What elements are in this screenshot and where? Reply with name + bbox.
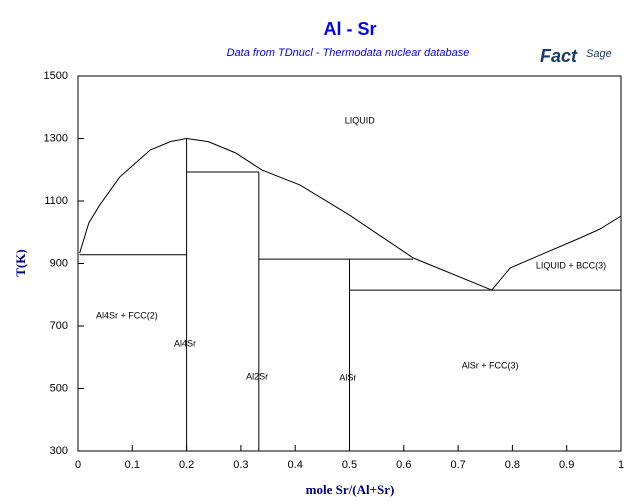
x-tick-label: 1 bbox=[618, 459, 624, 471]
phase-label: LIQUID + BCC(3) bbox=[536, 260, 606, 270]
chart-subtitle: Data from TDnucl - Thermodata nuclear da… bbox=[227, 47, 470, 59]
y-tick-label: 700 bbox=[50, 320, 68, 332]
y-axis-label: T(K) bbox=[13, 249, 28, 276]
x-tick-label: 0.3 bbox=[233, 459, 248, 471]
phase-boundary bbox=[186, 138, 492, 291]
y-tick-label: 900 bbox=[50, 257, 68, 269]
x-tick-label: 0.1 bbox=[125, 459, 140, 471]
x-tick-label: 0.2 bbox=[179, 459, 194, 471]
phase-label: Al4Sr + FCC(2) bbox=[96, 310, 158, 320]
logo-sage: Sage bbox=[586, 48, 612, 60]
y-tick-label: 1300 bbox=[44, 132, 68, 144]
phase-boundary bbox=[491, 215, 622, 291]
chart-title: Al - Sr bbox=[323, 19, 376, 39]
phase-label: Al2Sr bbox=[246, 371, 268, 381]
y-tick-label: 1500 bbox=[44, 70, 68, 82]
x-tick-label: 0 bbox=[75, 459, 81, 471]
x-tick-label: 0.7 bbox=[450, 459, 465, 471]
x-tick-label: 0.9 bbox=[559, 459, 574, 471]
phase-label: AlSr bbox=[339, 372, 356, 382]
phase-label: Al4Sr bbox=[174, 339, 196, 349]
x-tick-label: 0.5 bbox=[342, 459, 357, 471]
y-tick-label: 1100 bbox=[44, 195, 68, 207]
logo: Fact Sage bbox=[540, 46, 612, 66]
y-tick-label: 300 bbox=[50, 445, 68, 457]
x-tick-label: 0.8 bbox=[505, 459, 520, 471]
x-tick-label: 0.6 bbox=[396, 459, 411, 471]
y-tick-label: 500 bbox=[50, 382, 68, 394]
phase-label: LIQUID bbox=[345, 115, 376, 125]
x-axis-label: mole Sr/(Al+Sr) bbox=[306, 482, 395, 497]
logo-fact: Fact bbox=[540, 46, 578, 66]
phase-boundary bbox=[79, 138, 187, 254]
x-tick-label: 0.4 bbox=[288, 459, 303, 471]
phase-label: AlSr + FCC(3) bbox=[462, 360, 519, 370]
